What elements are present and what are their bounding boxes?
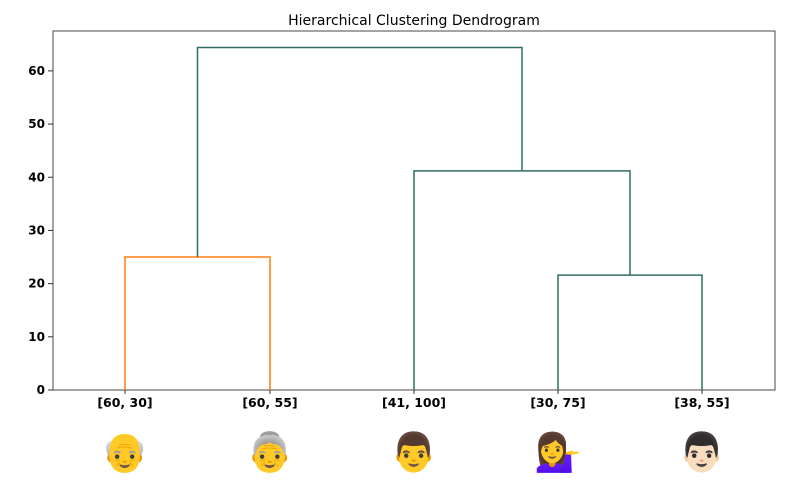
dendrogram-link — [124, 256, 271, 390]
dendrogram-link — [413, 170, 631, 390]
leaf-label: [60, 30] — [97, 395, 152, 410]
y-tick-label: 40 — [28, 170, 45, 184]
x-axis: [60, 30] [60, 55] [41, 100] [30, 75] [38, 55… — [97, 390, 730, 410]
y-tick-label: 50 — [28, 117, 45, 131]
old-woman-icon: 👵 — [246, 430, 293, 474]
y-tick-label: 0 — [37, 383, 45, 397]
y-tick-label: 20 — [28, 277, 45, 291]
leaf-label: [30, 75] — [530, 395, 585, 410]
leaf-label: [60, 55] — [242, 395, 297, 410]
dendrogram-link — [557, 274, 703, 390]
y-tick-label: 60 — [28, 64, 45, 78]
man-icon: 👨 — [390, 430, 437, 474]
chart-title: Hierarchical Clustering Dendrogram — [288, 13, 540, 29]
y-tick-label: 10 — [28, 330, 45, 344]
y-axis: 0 10 20 30 40 50 60 — [28, 64, 53, 397]
man-light-skin-icon: 👨🏻 — [678, 430, 725, 474]
old-man-icon: 👴 — [101, 430, 148, 474]
leaf-label: [38, 55] — [674, 395, 729, 410]
leaf-icons: 👴 👵 👨 💁‍♀️ 👨🏻 — [101, 430, 725, 474]
dendrogram-links — [124, 46, 703, 390]
y-tick-label: 30 — [28, 223, 45, 237]
leaf-label: [41, 100] — [382, 395, 446, 410]
dendrogram-link — [196, 46, 523, 258]
woman-tipping-hand-icon: 💁‍♀️ — [534, 430, 581, 474]
